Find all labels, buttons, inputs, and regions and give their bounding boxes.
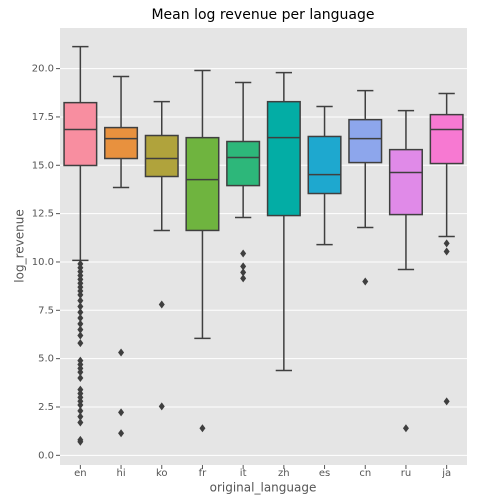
outlier (443, 239, 450, 248)
outlier (118, 429, 125, 438)
box (388, 148, 423, 216)
outlier (77, 308, 84, 317)
y-tick-label: 5.0 (38, 354, 54, 365)
y-tick-label: 20.0 (32, 64, 54, 75)
box (226, 140, 261, 187)
y-axis-label: log_revenue (13, 209, 27, 282)
outlier (77, 302, 84, 311)
outlier (443, 247, 450, 256)
box (307, 135, 342, 195)
outlier (77, 331, 84, 340)
box (348, 118, 383, 164)
outlier (118, 408, 125, 417)
x-axis-label: original_language (210, 481, 317, 495)
outlier (77, 325, 84, 334)
outlier (77, 401, 84, 410)
outlier (77, 373, 84, 382)
outlier (240, 249, 247, 258)
outlier (77, 437, 84, 446)
outlier (402, 424, 409, 433)
outlier (77, 296, 84, 305)
outlier (77, 319, 84, 328)
plot-area (60, 28, 467, 465)
box (185, 136, 220, 232)
outlier (240, 268, 247, 277)
outlier (77, 314, 84, 323)
outlier (199, 424, 206, 433)
outlier (77, 339, 84, 348)
box (63, 101, 98, 167)
outlier (240, 262, 247, 271)
x-tick-label: cn (359, 468, 371, 479)
outlier (77, 418, 84, 427)
chart-title: Mean log revenue per language (151, 7, 374, 23)
y-tick-label: 10.0 (32, 257, 54, 268)
outlier (77, 406, 84, 415)
y-tick-label: 7.5 (38, 305, 54, 316)
y-tick-label: 0.0 (38, 450, 54, 461)
outlier (158, 402, 165, 411)
outlier (443, 397, 450, 406)
y-tick-label: 12.5 (32, 209, 54, 220)
x-tick-label: ja (441, 468, 451, 479)
outlier (77, 290, 84, 299)
box (429, 113, 464, 165)
outlier (77, 368, 84, 377)
x-tick-label: zh (278, 468, 290, 479)
x-tick-label: es (319, 468, 330, 479)
y-tick-label: 17.5 (32, 112, 54, 123)
box (266, 100, 301, 217)
y-tick-label: 15.0 (32, 160, 54, 171)
x-tick-label: hi (116, 468, 125, 479)
x-tick-label: ru (401, 468, 411, 479)
outlier (118, 348, 125, 357)
box (104, 126, 139, 160)
x-tick-label: fr (199, 468, 208, 479)
outlier (158, 300, 165, 309)
x-tick-label: en (74, 468, 87, 479)
x-tick-label: it (240, 468, 247, 479)
x-tick-label: ko (156, 468, 168, 479)
box (144, 134, 179, 178)
outlier (362, 277, 369, 286)
outlier (240, 274, 247, 283)
y-tick-label: 2.5 (38, 402, 54, 413)
outlier (77, 412, 84, 421)
